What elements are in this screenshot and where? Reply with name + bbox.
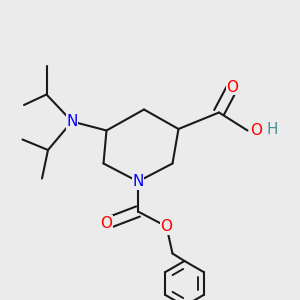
Text: O: O [226, 80, 238, 94]
Text: H: H [267, 122, 278, 136]
Text: O: O [250, 123, 262, 138]
Text: N: N [132, 174, 144, 189]
Text: N: N [66, 114, 78, 129]
Text: O: O [100, 216, 112, 231]
Text: O: O [160, 219, 172, 234]
